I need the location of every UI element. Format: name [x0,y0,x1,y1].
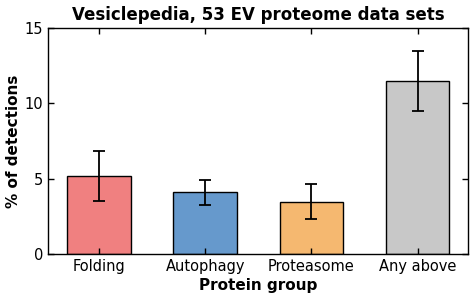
X-axis label: Protein group: Protein group [199,278,318,293]
Bar [67,176,131,254]
Title: Vesiclepedia, 53 EV proteome data sets: Vesiclepedia, 53 EV proteome data sets [72,6,445,24]
Bar [280,202,343,254]
Y-axis label: % of detections: % of detections [6,74,20,208]
Bar [173,193,237,254]
Bar [386,81,449,254]
